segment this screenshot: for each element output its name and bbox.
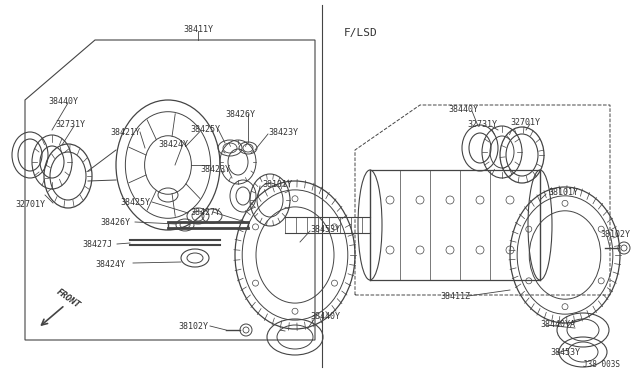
Text: 38101Y: 38101Y (262, 180, 292, 189)
Text: 38102Y: 38102Y (178, 322, 208, 331)
Text: 38427Y: 38427Y (190, 208, 220, 217)
Text: 32731Y: 32731Y (55, 120, 85, 129)
Text: 38426Y: 38426Y (100, 218, 130, 227)
Text: 38453Y: 38453Y (310, 225, 340, 234)
Text: 32701Y: 32701Y (510, 118, 540, 127)
Text: 38440Y: 38440Y (448, 105, 478, 114)
Text: 38425Y: 38425Y (190, 125, 220, 134)
Text: 38426Y: 38426Y (225, 110, 255, 119)
Text: FRONT: FRONT (55, 287, 82, 310)
Text: 38427J: 38427J (82, 240, 112, 249)
Text: 38424Y: 38424Y (158, 140, 188, 149)
Text: J38 003S: J38 003S (583, 360, 620, 369)
Text: 38101Y: 38101Y (548, 188, 578, 197)
Text: 38424Y: 38424Y (95, 260, 125, 269)
Text: 38421Y: 38421Y (110, 128, 140, 137)
Text: 38411Z: 38411Z (440, 292, 470, 301)
Text: 38423Y: 38423Y (268, 128, 298, 137)
Text: 32701Y: 32701Y (15, 200, 45, 209)
Text: 38440Y: 38440Y (48, 97, 78, 106)
Text: 38102Y: 38102Y (600, 230, 630, 239)
Text: 32731Y: 32731Y (467, 120, 497, 129)
Text: 38425Y: 38425Y (120, 198, 150, 207)
Text: 38440YA: 38440YA (540, 320, 575, 329)
Text: 38411Y: 38411Y (183, 25, 213, 34)
Text: 38440Y: 38440Y (310, 312, 340, 321)
Text: F/LSD: F/LSD (344, 28, 378, 38)
Text: 38423Y: 38423Y (200, 165, 230, 174)
Text: 38453Y: 38453Y (550, 348, 580, 357)
